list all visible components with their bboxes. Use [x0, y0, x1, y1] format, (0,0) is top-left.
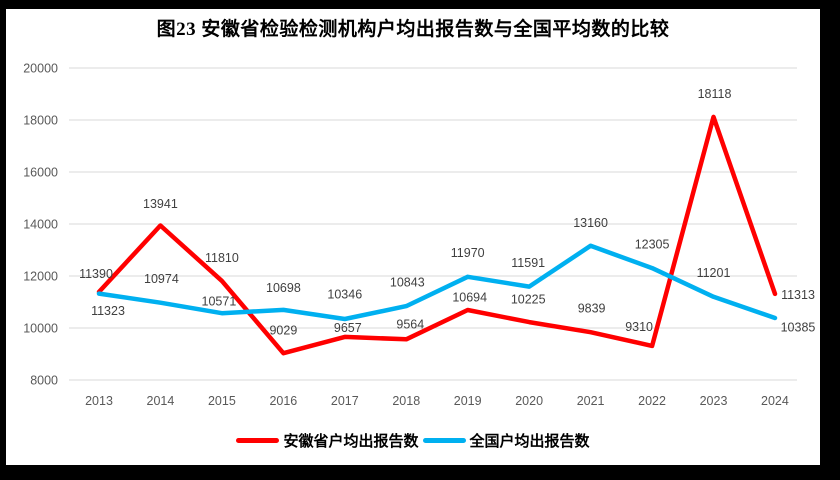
legend-item: 全国户均出报告数 — [422, 430, 590, 451]
x-tick-label: 2021 — [577, 394, 605, 408]
legend-swatch-national — [422, 438, 466, 443]
chart-title: 图23 安徽省检验检测机构户均出报告数与全国平均数的比较 — [156, 19, 670, 40]
data-label-anhui-2015: 11810 — [205, 251, 239, 265]
data-label-national-2021: 13160 — [573, 216, 608, 230]
x-tick-label: 2016 — [269, 394, 297, 408]
data-label-national-2022: 12305 — [635, 237, 670, 251]
legend-label: 全国户均出报告数 — [469, 433, 590, 450]
x-tick-label: 2020 — [515, 394, 543, 408]
data-label-anhui-2021: 9839 — [578, 302, 606, 316]
data-label-anhui-2023: 18118 — [698, 87, 732, 101]
data-label-anhui-2016: 9029 — [269, 324, 297, 338]
data-label-anhui-2020: 10225 — [511, 292, 546, 306]
data-label-anhui-2017: 9657 — [334, 321, 362, 335]
data-label-anhui-2019: 10694 — [452, 290, 487, 304]
data-label-national-2018: 10843 — [390, 275, 425, 289]
data-label-national-2024: 10385 — [781, 320, 816, 334]
data-label-national-2015: 10571 — [202, 295, 237, 309]
y-tick-label: 14000 — [23, 218, 58, 232]
legend-label: 安徽省户均出报告数 — [283, 433, 419, 450]
data-label-national-2013: 11323 — [91, 304, 125, 318]
y-tick-label: 8000 — [30, 374, 58, 388]
y-tick-label: 10000 — [23, 322, 58, 336]
series-national-line — [96, 243, 778, 322]
data-label-national-2014: 10974 — [144, 272, 179, 286]
x-tick-label: 2014 — [147, 394, 175, 408]
series-anhui-line — [96, 114, 778, 356]
data-label-anhui-2013: 11390 — [79, 267, 113, 281]
y-tick-label: 20000 — [23, 62, 58, 76]
line-chart-canvas: 20000 18000 16000 14000 12000 10000 8000 2013 20… — [23, 62, 816, 409]
data-label-national-2019: 11970 — [451, 246, 485, 260]
x-tick-label: 2023 — [700, 394, 728, 408]
y-tick-label: 18000 — [23, 114, 58, 128]
data-label-national-2020: 11591 — [511, 256, 545, 270]
data-label-anhui-2014: 13941 — [143, 197, 178, 211]
y-tick-label: 12000 — [23, 270, 58, 284]
x-tick-label: 2019 — [454, 394, 482, 408]
legend-item: 安徽省户均出报告数 — [236, 430, 419, 451]
x-tick-label: 2022 — [638, 394, 666, 408]
data-label-national-2017: 10346 — [327, 287, 362, 301]
x-tick-label: 2013 — [85, 394, 113, 408]
x-tick-label: 2024 — [761, 394, 789, 408]
data-label-anhui-2018: 9564 — [396, 318, 424, 332]
chart-legend: 安徽省户均出报告数 全国户均出报告数 — [6, 430, 820, 451]
data-label-anhui-2024: 11313 — [781, 288, 815, 302]
x-tick-label: 2018 — [392, 394, 420, 408]
data-label-national-2023: 11201 — [697, 266, 731, 280]
x-tick-label: 2017 — [331, 394, 359, 408]
legend-swatch-anhui — [236, 438, 280, 443]
data-label-anhui-2022: 9310 — [625, 320, 653, 334]
x-tick-label: 2015 — [208, 394, 236, 408]
y-tick-label: 16000 — [23, 166, 58, 180]
data-label-national-2016: 10698 — [266, 281, 301, 295]
